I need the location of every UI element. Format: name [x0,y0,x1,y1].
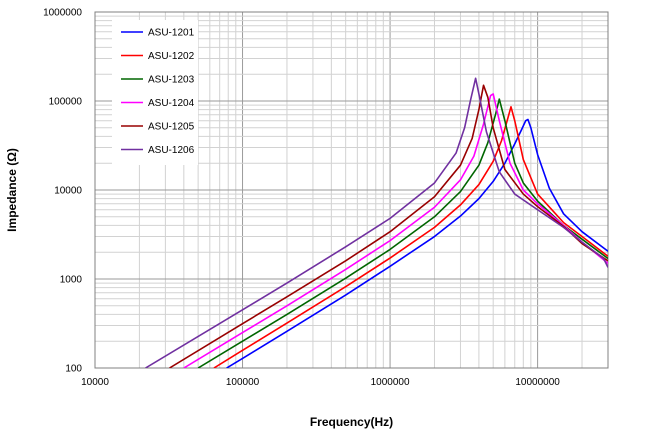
series-line-2 [213,106,608,368]
y-axis-ticks: 100 1000 10000 100000 1000000 [43,8,82,375]
series-layer [145,77,608,368]
legend-label: ASU-1206 [148,145,195,156]
series-line-4 [183,93,608,368]
legend-label: ASU-1205 [148,122,195,133]
y-axis-title: Impedance (Ω) [5,148,19,232]
series-line-6 [145,77,608,368]
legend-label: ASU-1202 [148,51,195,62]
x-tick-label: 10000000 [515,377,560,388]
legend-box [112,20,198,165]
series-line-1 [226,118,608,368]
series-line-3 [197,98,608,368]
legend: ASU-1201 ASU-1202 ASU-1203 ASU-1204 ASU-1205… [112,20,198,165]
legend-label: ASU-1201 [148,28,195,39]
y-tick-label: 100 [65,364,82,375]
x-tick-label: 10000 [81,377,109,388]
x-axis-ticks: 10000 100000 1000000 10000000 [81,377,560,388]
y-tick-label: 10000 [54,186,82,197]
y-tick-label: 1000 [60,275,83,286]
legend-label: ASU-1204 [148,98,195,109]
x-tick-label: 1000000 [371,377,410,388]
y-tick-label: 1000000 [43,8,82,19]
x-tick-label: 100000 [226,377,260,388]
y-tick-label: 100000 [49,97,83,108]
plot-area [94,11,609,369]
legend-label: ASU-1203 [148,75,195,86]
x-axis-title: Frequency(Hz) [310,415,393,429]
series-line-5 [169,84,608,368]
